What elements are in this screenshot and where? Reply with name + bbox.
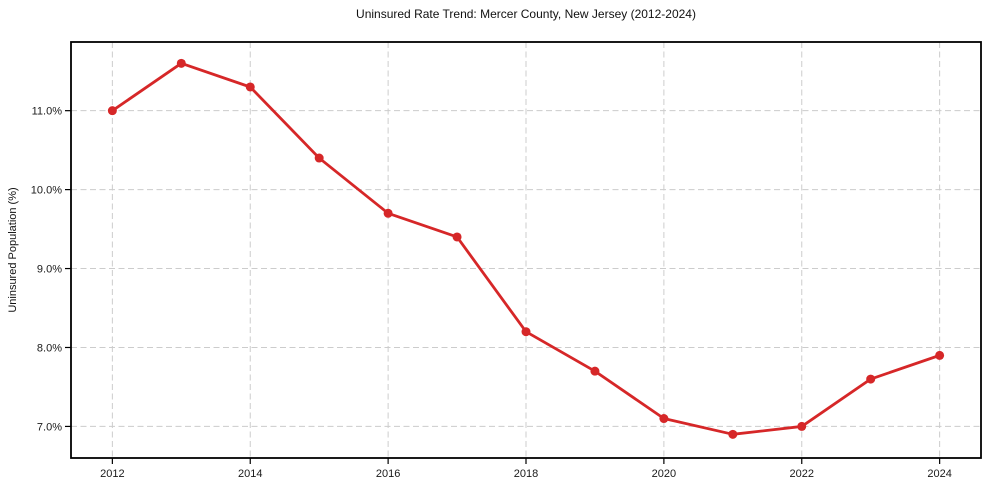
data-point bbox=[797, 421, 807, 431]
y-tick-label: 10.0% bbox=[31, 185, 62, 197]
data-point bbox=[935, 350, 945, 360]
data-point bbox=[176, 58, 186, 68]
x-tick-label: 2018 bbox=[514, 468, 538, 480]
data-point bbox=[452, 232, 462, 242]
x-tick-label: 2014 bbox=[238, 468, 262, 480]
x-tick-label: 2016 bbox=[376, 468, 400, 480]
y-tick-label: 7.0% bbox=[37, 421, 62, 433]
y-tick-label: 9.0% bbox=[37, 264, 62, 276]
data-point bbox=[383, 208, 393, 218]
data-point bbox=[728, 429, 738, 439]
x-tick-label: 2012 bbox=[100, 468, 124, 480]
y-tick-label: 11.0% bbox=[32, 106, 63, 118]
data-point bbox=[590, 366, 600, 376]
y-tick-label: 8.0% bbox=[37, 342, 62, 354]
data-point bbox=[245, 82, 255, 92]
y-axis-label: Uninsured Population (%) bbox=[7, 187, 19, 313]
data-point bbox=[866, 374, 876, 384]
chart-title: Uninsured Rate Trend: Mercer County, New… bbox=[356, 7, 696, 21]
data-point bbox=[659, 414, 669, 424]
data-point bbox=[314, 153, 324, 163]
x-tick-label: 2022 bbox=[790, 468, 814, 480]
x-tick-label: 2020 bbox=[652, 468, 676, 480]
data-point bbox=[107, 106, 117, 116]
x-tick-label: 2024 bbox=[927, 468, 951, 480]
data-point bbox=[521, 327, 531, 337]
